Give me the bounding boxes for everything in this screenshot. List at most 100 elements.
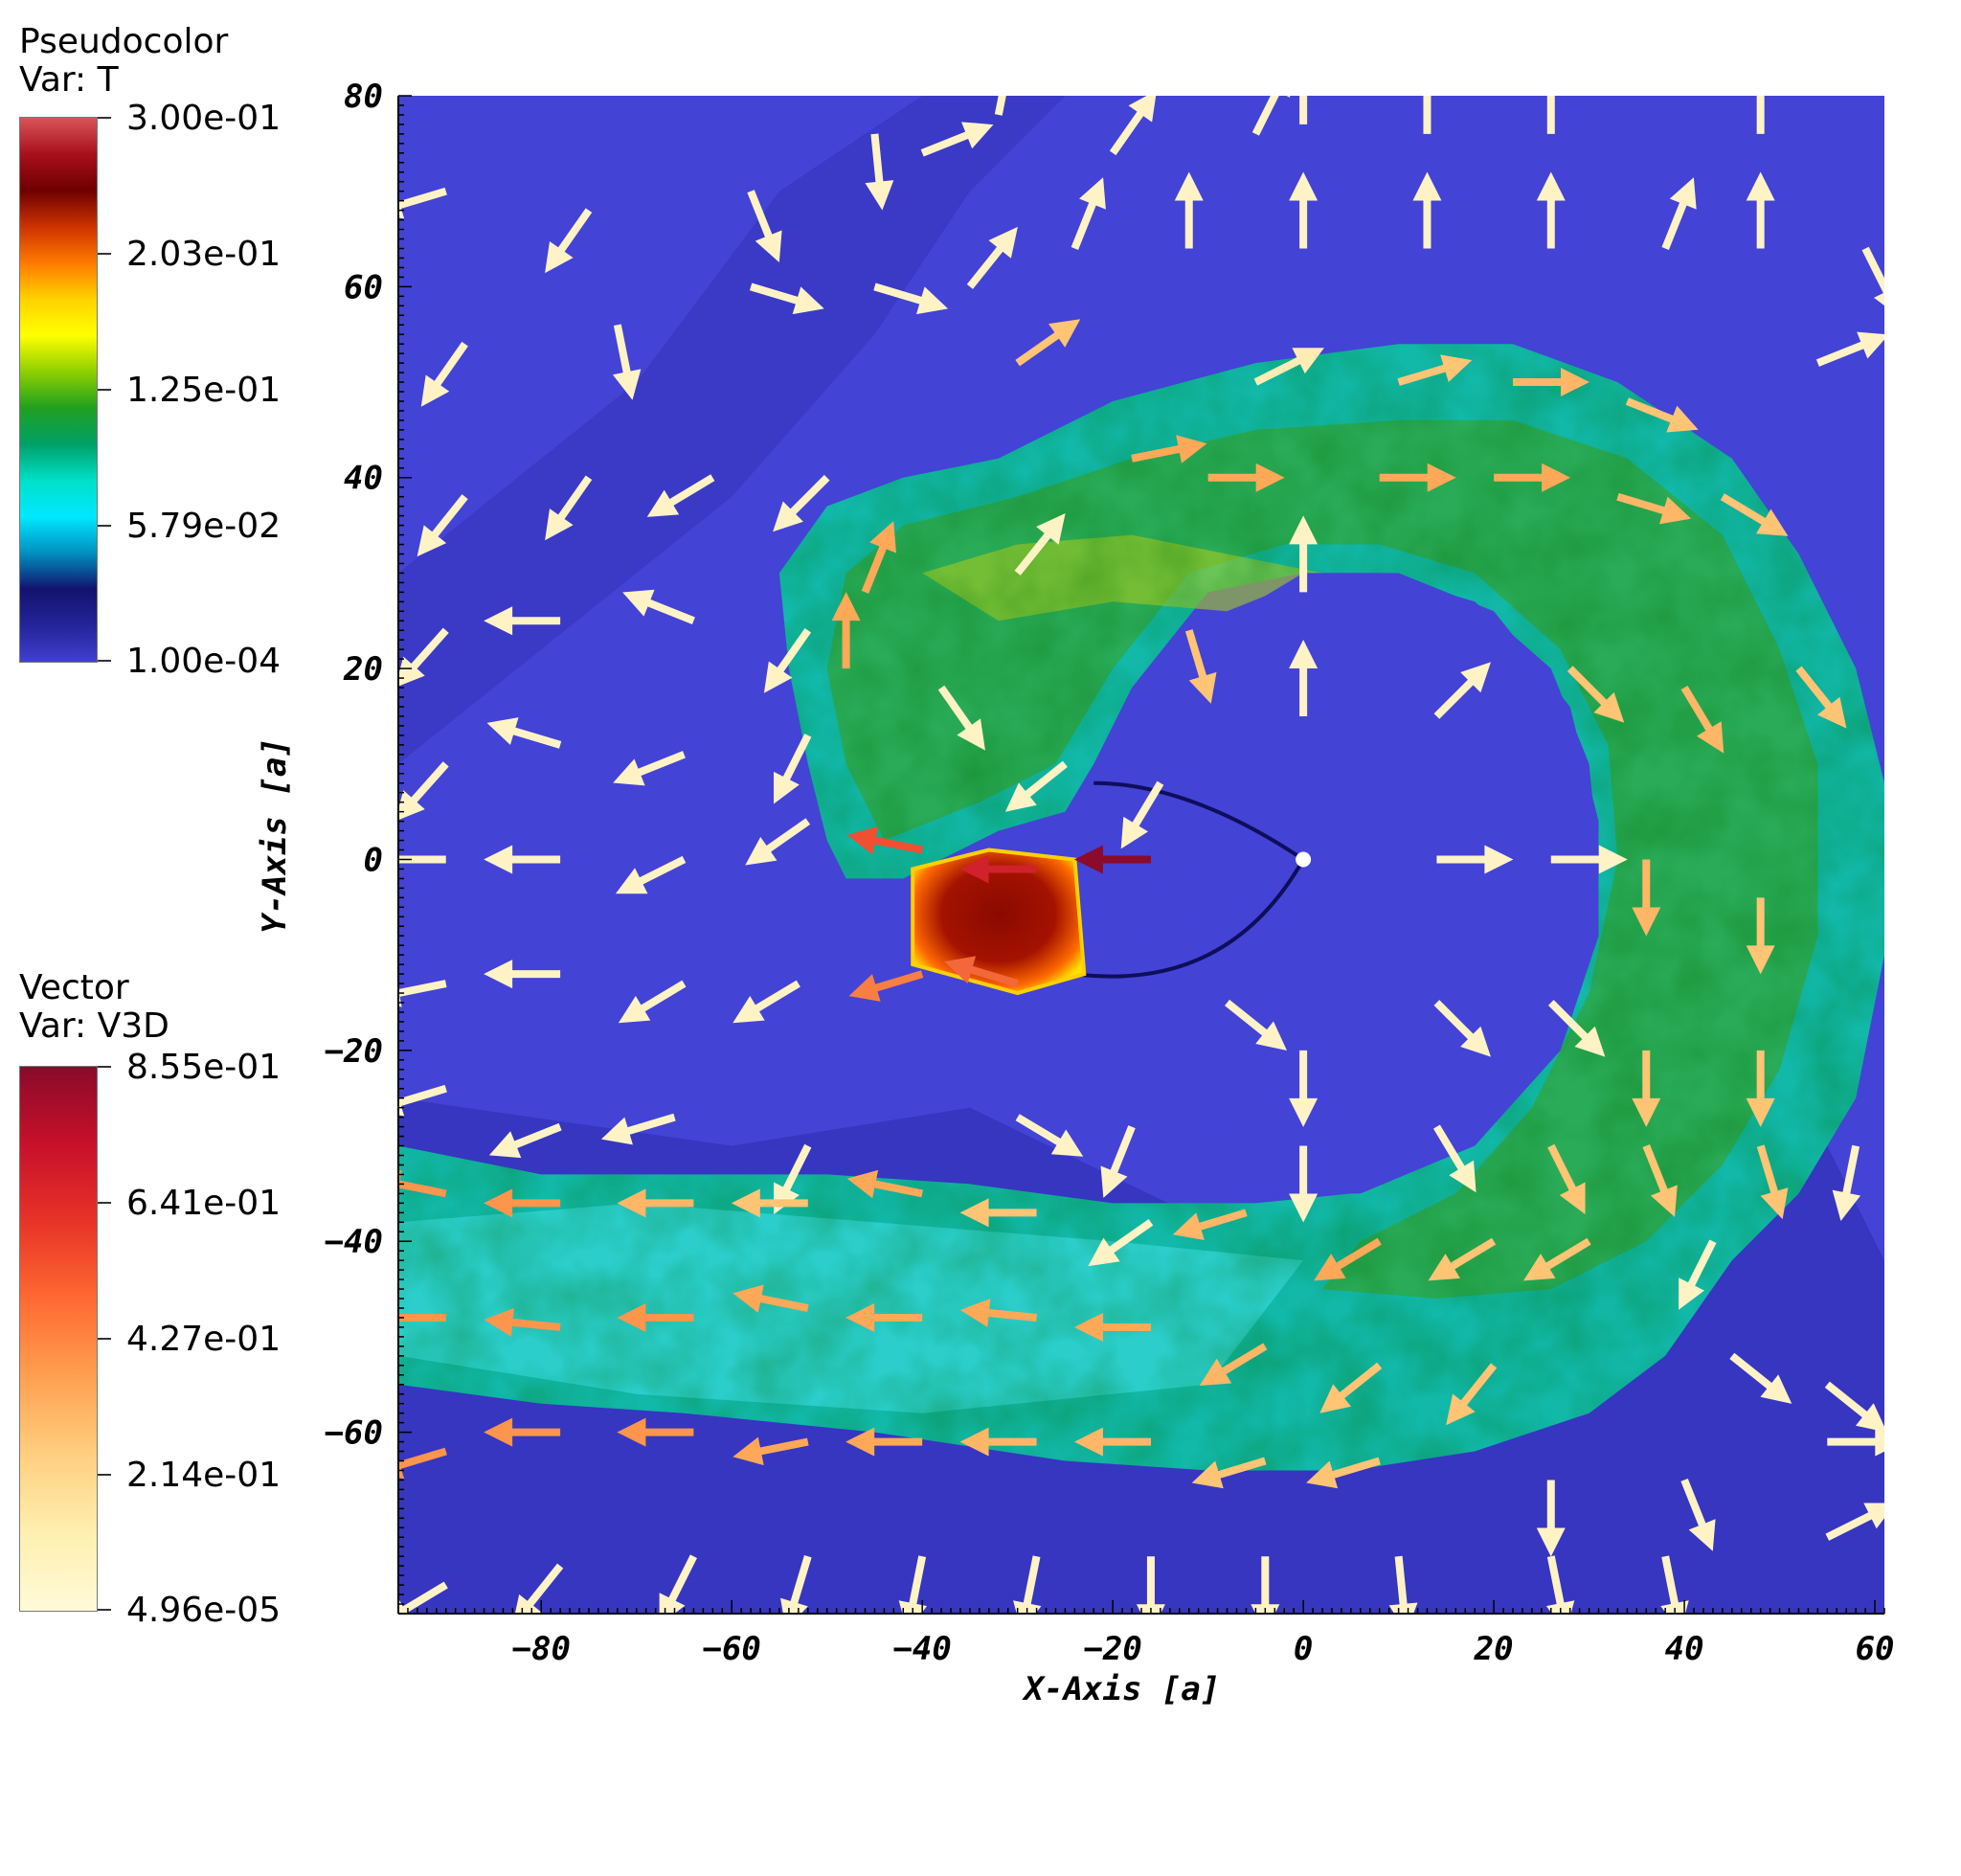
arrow-head <box>1747 57 1775 86</box>
y-tick-label: −60 <box>325 1414 383 1453</box>
vector-arrow <box>1446 1363 1498 1426</box>
arrow-head <box>763 661 793 693</box>
vector-arrow <box>733 1436 809 1466</box>
arrow-head <box>846 1169 879 1199</box>
pseudocolor-label: 2.03e-01 <box>126 235 282 274</box>
vector-arrow <box>398 627 449 687</box>
vector-arrow <box>1004 760 1068 812</box>
pseudocolor-var: Var: T <box>19 60 119 100</box>
arrow-head <box>617 1417 646 1447</box>
arrow-head <box>484 960 513 989</box>
vector-arrow <box>1432 1124 1476 1193</box>
vector-arrow <box>994 39 1022 116</box>
vector-arrow <box>733 980 800 1024</box>
arrow-head <box>774 771 800 804</box>
cbar-tick <box>98 1609 111 1611</box>
arrow-head <box>869 521 896 554</box>
arrow-head <box>1875 1427 1884 1457</box>
arrow-head <box>1128 96 1157 123</box>
vector-arrow <box>1319 1362 1383 1413</box>
vector-arrow <box>612 324 642 400</box>
arrow-head <box>1863 1503 1884 1529</box>
arrow-head <box>1289 515 1319 545</box>
arrow-head <box>1174 171 1204 201</box>
vector-arrow <box>1720 493 1789 536</box>
arrow-head <box>780 1597 808 1614</box>
arrow-head <box>733 1436 764 1466</box>
x-tick-label: −80 <box>512 1630 571 1668</box>
vector-arrow <box>731 1188 808 1218</box>
vector-arrow <box>1433 662 1491 719</box>
arrow-head <box>646 489 680 517</box>
vector-arrow <box>615 855 687 894</box>
arrow-head <box>1440 354 1473 383</box>
arrow-head <box>1545 1600 1575 1614</box>
arrow-head <box>618 995 651 1024</box>
vector-label: 6.41e-01 <box>126 1184 282 1223</box>
y-tick-label: 80 <box>344 78 383 116</box>
arrow-head <box>1388 1602 1418 1614</box>
vector-arrow <box>484 606 561 636</box>
vector-arrow <box>1642 1144 1678 1217</box>
cbar-tick <box>98 117 111 119</box>
vector-arrow <box>1567 666 1625 723</box>
vector-arrow <box>484 1308 561 1337</box>
turbulence-texture <box>398 344 1884 1471</box>
vector-arrow <box>1747 57 1775 134</box>
vector-arrow <box>966 226 1018 289</box>
arrow-head <box>994 39 1022 70</box>
arrow-head <box>1048 319 1081 348</box>
vector-arrow <box>1207 463 1285 492</box>
arrow-head <box>1537 57 1566 86</box>
vector-arrow <box>488 1122 562 1159</box>
vector-arrow <box>484 1417 561 1447</box>
arrow-head <box>1100 1165 1128 1198</box>
arrow-head <box>1306 1460 1339 1489</box>
hot-knot <box>911 848 1087 996</box>
arrow-head <box>488 1131 522 1159</box>
vector-arrow <box>1299 96 1308 124</box>
arrow-head <box>1004 782 1037 812</box>
vector-arrow <box>1616 492 1692 525</box>
pseudocolor-colorbar <box>19 117 98 663</box>
arrow-head <box>1289 639 1319 668</box>
vector-arrow <box>1184 629 1217 704</box>
vector-arrow <box>1314 1237 1382 1281</box>
arrow-head <box>1522 1254 1556 1281</box>
arrow-head <box>398 790 425 821</box>
vector-arrow <box>1109 96 1157 156</box>
arrow-head <box>1036 512 1066 545</box>
vector-arrow <box>484 960 561 989</box>
vector-arrow <box>873 283 949 315</box>
arrow-head <box>959 1299 991 1327</box>
arrow-head <box>1760 1187 1789 1220</box>
vector-arrow <box>1513 368 1589 397</box>
x-tick-label: 40 <box>1665 1630 1704 1668</box>
arrow-head <box>398 656 425 687</box>
vector-arrow <box>845 1427 923 1457</box>
vector-arrow <box>1289 171 1319 249</box>
arrow-head <box>484 1188 513 1218</box>
arrow-head <box>733 995 765 1024</box>
vector-arrow <box>1625 397 1699 433</box>
arrow-head <box>484 845 513 874</box>
arrow-head <box>959 1427 989 1457</box>
arrow-head <box>916 286 949 315</box>
vector-arrow <box>1436 845 1514 874</box>
arrow-shaft <box>398 1084 447 1107</box>
arrow-shaft <box>398 1447 447 1470</box>
vector-arrow <box>1547 1143 1586 1215</box>
arrow-head <box>1696 721 1724 754</box>
vector-arrow <box>1013 1555 1042 1614</box>
y-tick-label: 40 <box>344 460 383 498</box>
arrow-head <box>1079 177 1106 210</box>
vector-arrow <box>1680 685 1724 754</box>
vector-label: 8.55e-01 <box>126 1048 282 1087</box>
arrow-head <box>1659 496 1692 525</box>
vector-arrow <box>1100 1125 1136 1198</box>
arrow-head <box>398 1169 402 1188</box>
arrow-head <box>1666 405 1699 433</box>
vector-arrow <box>1679 1239 1717 1310</box>
y-tick-label: 0 <box>364 841 383 879</box>
cbar-tick <box>98 1338 111 1340</box>
